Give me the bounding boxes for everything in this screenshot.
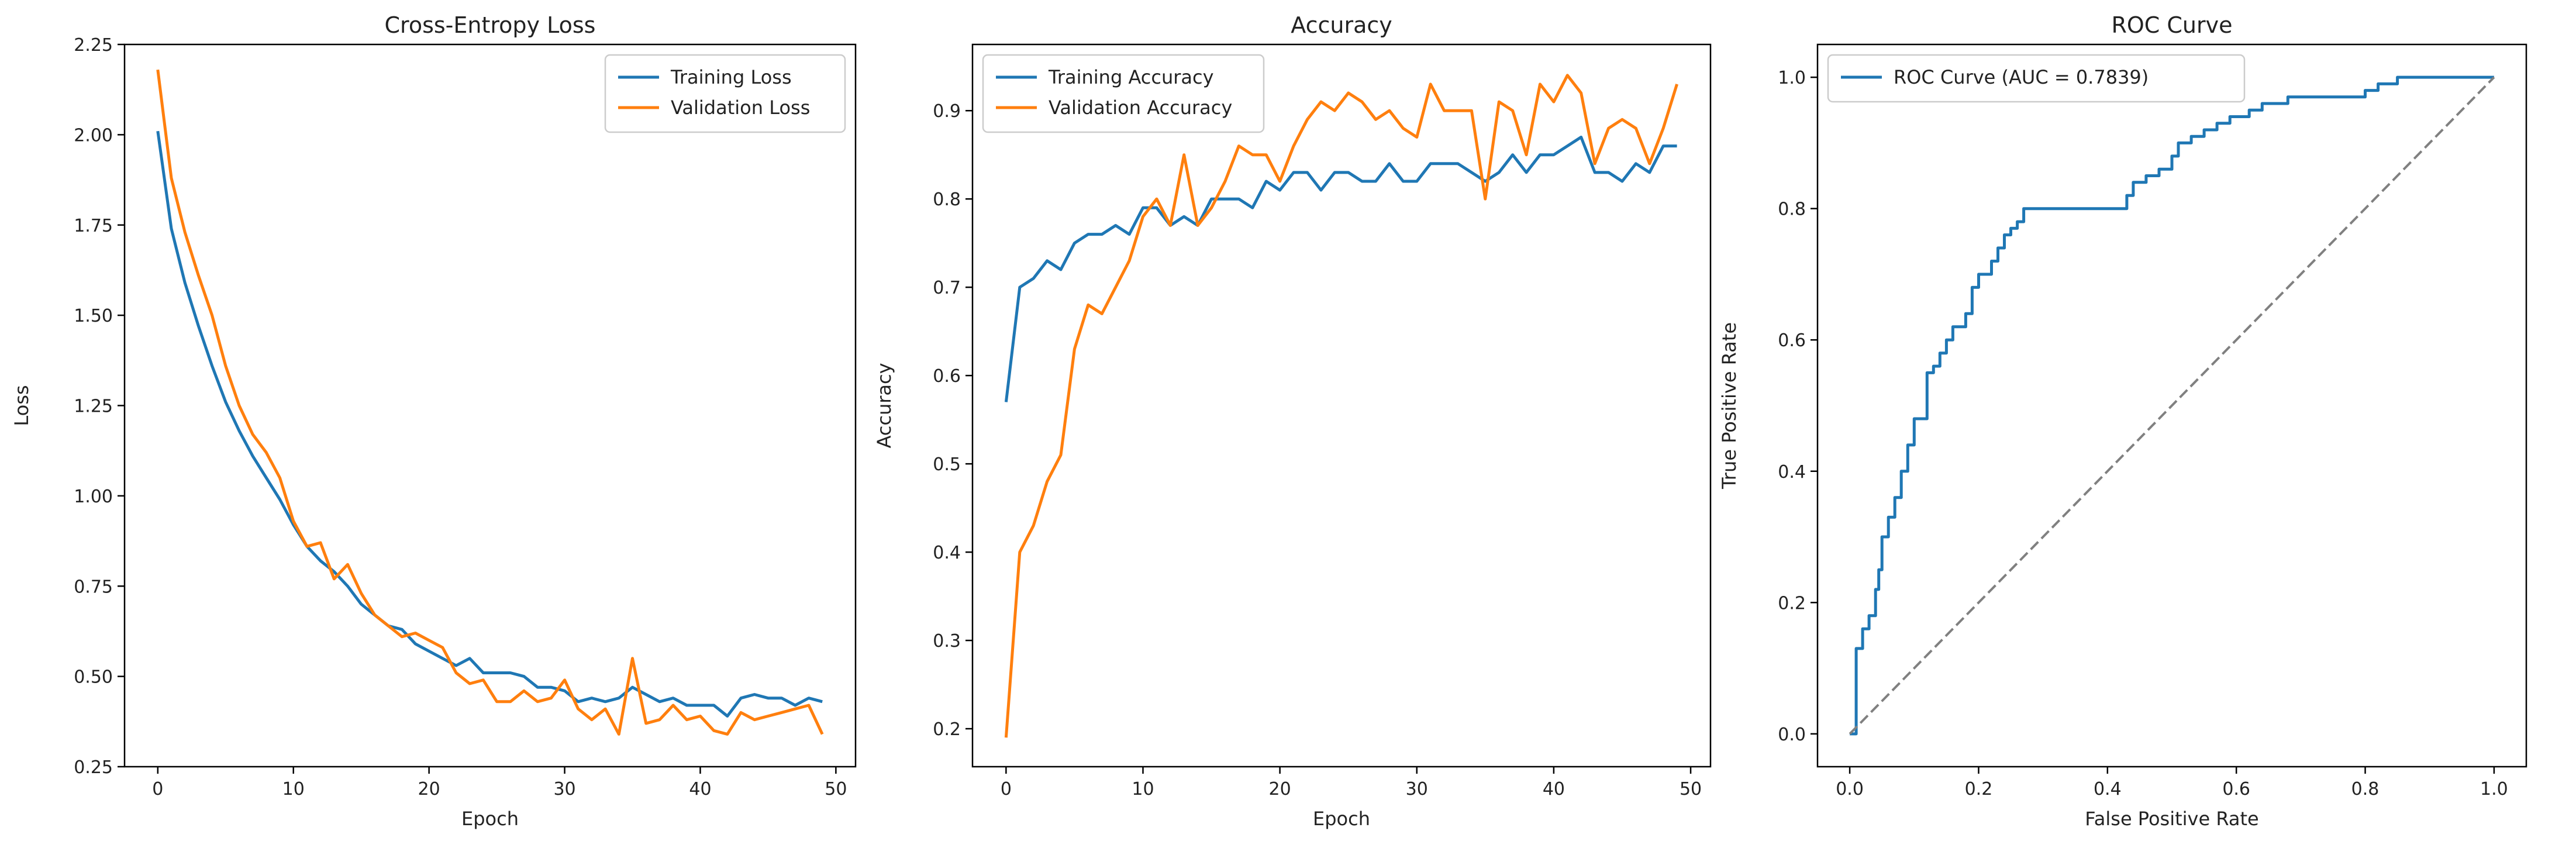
y-tick-label: 0.9 (933, 101, 961, 122)
x-tick-label: 10 (1132, 779, 1154, 799)
legend-box (604, 54, 846, 133)
y-tick-label: 0.8 (1778, 199, 1806, 220)
y-tick-label: 0.5 (933, 454, 961, 475)
training-loss-line (156, 130, 823, 718)
y-tick-label: 1.75 (74, 216, 113, 236)
y-tick-label: 0.6 (1778, 330, 1806, 351)
x-tick-label: 10 (282, 779, 305, 799)
validation-loss-line (156, 69, 824, 736)
chance-diagonal-line (1849, 76, 2495, 735)
legend: ROC Curve (AUC = 0.7839) (1827, 54, 2246, 103)
y-tick-label: 0.6 (933, 366, 961, 387)
legend-label: Validation Accuracy (1049, 96, 1232, 119)
x-tick-label: 20 (1269, 779, 1291, 799)
y-tick-label: 0.2 (1778, 593, 1806, 613)
training-accuracy-line (1004, 136, 1677, 402)
chart-title: ROC Curve (2111, 12, 2232, 38)
y-tick-label: 2.25 (74, 35, 113, 56)
x-axis-label: Epoch (1313, 808, 1370, 830)
x-tick-label: 0.6 (2222, 779, 2250, 799)
x-tick-label: 1.0 (2480, 779, 2508, 799)
legend: Training Accuracy Validation Accuracy (982, 54, 1265, 133)
y-tick-label: 0.75 (74, 577, 113, 597)
y-tick-label: 0.8 (933, 189, 961, 210)
y-tick-label: 0.25 (74, 757, 113, 778)
legend-label: Training Loss (670, 66, 792, 88)
y-tick-label: 0.3 (933, 631, 961, 651)
x-tick-label: 40 (1543, 779, 1565, 799)
legend: Training Loss Validation Loss (604, 54, 846, 133)
roc-curve-auc-0-7839-line (1850, 75, 2494, 736)
roc-chart: 0.0 0.2 0.4 0.6 0.8 1.0 0.0 0.2 0.4 0.6 0.8 1.0 ROC … (1718, 12, 2527, 830)
legend-label: ROC Curve (AUC = 0.7839) (1894, 66, 2149, 88)
x-tick-label: 20 (418, 779, 440, 799)
x-tick-label: 30 (553, 779, 575, 799)
y-tick-label: 0.50 (74, 667, 113, 688)
x-tick-label: 0 (1001, 779, 1012, 799)
chart-title: Accuracy (1291, 12, 1392, 38)
x-tick-label: 50 (825, 779, 847, 799)
y-axis-label: Loss (11, 385, 33, 426)
legend-box (982, 54, 1265, 133)
x-tick-label: 0.8 (2351, 779, 2380, 799)
y-tick-label: 1.00 (74, 487, 113, 507)
x-tick-label: 30 (1406, 779, 1428, 799)
legend-label: Validation Loss (671, 96, 810, 119)
x-axis-label: Epoch (461, 808, 519, 830)
y-tick-label: 0.4 (1778, 462, 1806, 482)
validation-accuracy-line (1004, 74, 1678, 738)
y-tick-label: 1.0 (1778, 68, 1806, 88)
axes-frame (1816, 43, 2527, 768)
loss-chart: 0 10 20 30 40 50 0.25 0.50 0.75 1.00 1.25 1.50 1.75 2… (11, 12, 857, 830)
y-axis-label: Accuracy (873, 363, 895, 448)
legend-label: Training Accuracy (1048, 66, 1214, 88)
legend-box (1827, 54, 2246, 103)
y-tick-label: 2.00 (74, 125, 113, 146)
y-axis-label: True Positive Rate (1718, 322, 1740, 489)
x-tick-label: 0.2 (1965, 779, 1993, 799)
axes-frame (971, 43, 1712, 768)
y-tick-label: 1.50 (74, 306, 113, 326)
x-tick-label: 50 (1680, 779, 1702, 799)
y-tick-label: 0.7 (933, 278, 961, 298)
y-tick-label: 1.25 (74, 397, 113, 417)
y-tick-label: 0.4 (933, 543, 961, 563)
y-tick-label: 0.2 (933, 719, 961, 740)
y-tick-label: 0.0 (1778, 725, 1806, 745)
x-axis-label: False Positive Rate (2085, 808, 2258, 830)
chart-title: Cross-Entropy Loss (385, 12, 596, 38)
x-tick-label: 0.0 (1836, 779, 1864, 799)
x-tick-label: 0 (152, 779, 163, 799)
x-tick-label: 0.4 (2094, 779, 2122, 799)
axes-frame (123, 43, 857, 768)
accuracy-chart: 0 10 20 30 40 50 0.2 0.3 0.4 0.5 0.6 0.7 0.8 0.9 Accur… (873, 12, 1712, 830)
x-tick-label: 40 (689, 779, 711, 799)
